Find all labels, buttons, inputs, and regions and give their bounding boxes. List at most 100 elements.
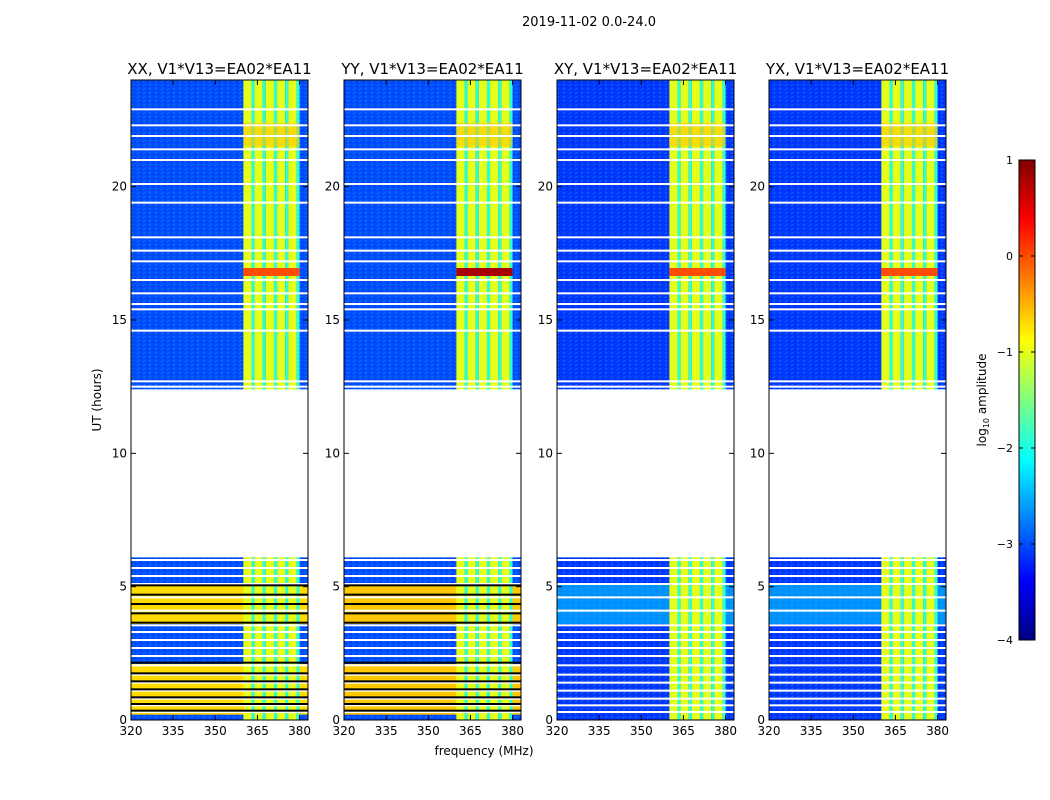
flagged-row [131,567,308,569]
x-tick-label: 350 [630,724,653,738]
flagged-row [557,567,734,569]
flagged-row [344,292,521,295]
y-tick-label: 10 [325,446,340,460]
figure-suptitle: 2019-11-02 0.0-24.0 [522,15,656,30]
flagged-row [769,329,946,332]
flagged-row [557,159,734,161]
rfi-peak [669,268,726,276]
x-tick-label: 350 [204,724,227,738]
x-tick-label: 320 [546,724,569,738]
rfi-peak [881,268,938,276]
flagged-row [769,631,946,633]
flagged-row [344,673,521,676]
no-data-region [131,389,308,558]
flagged-row [131,639,308,641]
y-tick-label: 20 [538,180,553,194]
no-data-region [557,389,734,558]
flagged-row [769,308,946,311]
flagged-row-dark [344,584,521,587]
flagged-row [131,135,308,137]
panel-title: YY, V1*V13=EA02*EA11 [340,60,523,78]
flagged-row [557,201,734,204]
panel-frame [768,79,947,721]
panel-title: XY, V1*V13=EA02*EA11 [554,60,737,78]
flagged-row [769,380,946,383]
rfi-peak [243,268,300,276]
flagged-row [131,704,308,707]
flagged-row [557,609,734,612]
flagged-row [344,329,521,332]
flagged-row [344,303,521,305]
flagged-row-dark [131,703,308,705]
flagged-row [557,292,734,295]
x-tick-label: 335 [375,724,398,738]
flagged-row [131,183,308,185]
flagged-row [131,596,308,599]
rfi-peak [456,268,513,276]
flagged-row-dark [131,621,308,624]
flagged-row [769,639,946,641]
flagged-row [131,583,308,585]
y-tick-label: 15 [750,313,765,327]
colorbar-fill [1018,159,1036,641]
flagged-row [344,279,521,281]
flagged-row [131,249,308,252]
flagged-row [344,385,521,388]
flagged-row-dark [131,661,308,664]
flagged-row [769,148,946,151]
flagged-row [557,697,734,700]
flagged-row-dark [131,593,308,596]
colorbar-label: log10 amplitude [975,354,991,447]
flagged-row [769,249,946,252]
flagged-row [769,664,946,667]
flagged-row [131,148,308,151]
flagged-row [769,159,946,161]
flagged-row [131,609,308,612]
flagged-row [131,236,308,239]
flagged-row [557,639,734,641]
flagged-row [557,329,734,332]
flagged-row [344,704,521,707]
x-tick-label: 365 [459,724,482,738]
flagged-row-dark [344,593,521,596]
flagged-row [344,559,521,561]
y-tick-label: 0 [757,713,765,727]
flagged-row [769,108,946,111]
panel-1: XX, V1*V13=EA02*EA11 320 335 350 365 380 0 5 10 1… [112,60,312,738]
flagged-row [557,308,734,311]
rfi-secondary [881,122,938,147]
flagged-row [131,681,308,684]
flagged-row-dark [344,621,521,624]
flagged-row [769,135,946,137]
flagged-row [769,279,946,281]
flagged-row [557,704,734,707]
colorbar-tick-label: −4 [997,634,1013,647]
y-tick-label: 20 [112,180,127,194]
flagged-row [131,308,308,311]
colorbar-tick-label: 0 [1006,250,1013,263]
x-tick-label: 320 [120,724,143,738]
flagged-row [131,664,308,667]
y-tick-label: 10 [112,446,127,460]
flagged-row [769,673,946,676]
flagged-row [557,689,734,692]
panel-frame [343,79,522,721]
colorbar-tick-label: −2 [997,442,1013,455]
flagged-row [344,124,521,127]
flagged-row [344,183,521,185]
y-tick-label: 5 [119,580,127,594]
flagged-row [557,183,734,185]
colorbar-label-subscript: 10 [982,418,991,428]
x-tick-label: 365 [672,724,695,738]
x-tick-label: 335 [588,724,611,738]
flagged-row [131,711,308,713]
flagged-row [769,681,946,684]
flagged-row [769,236,946,239]
colorbar-tick-label: 1 [1006,154,1013,167]
panel-frame [130,79,309,721]
colorbar-tick-label: −3 [997,538,1013,551]
flagged-row [769,567,946,569]
flagged-row [769,201,946,204]
flagged-row [769,697,946,700]
